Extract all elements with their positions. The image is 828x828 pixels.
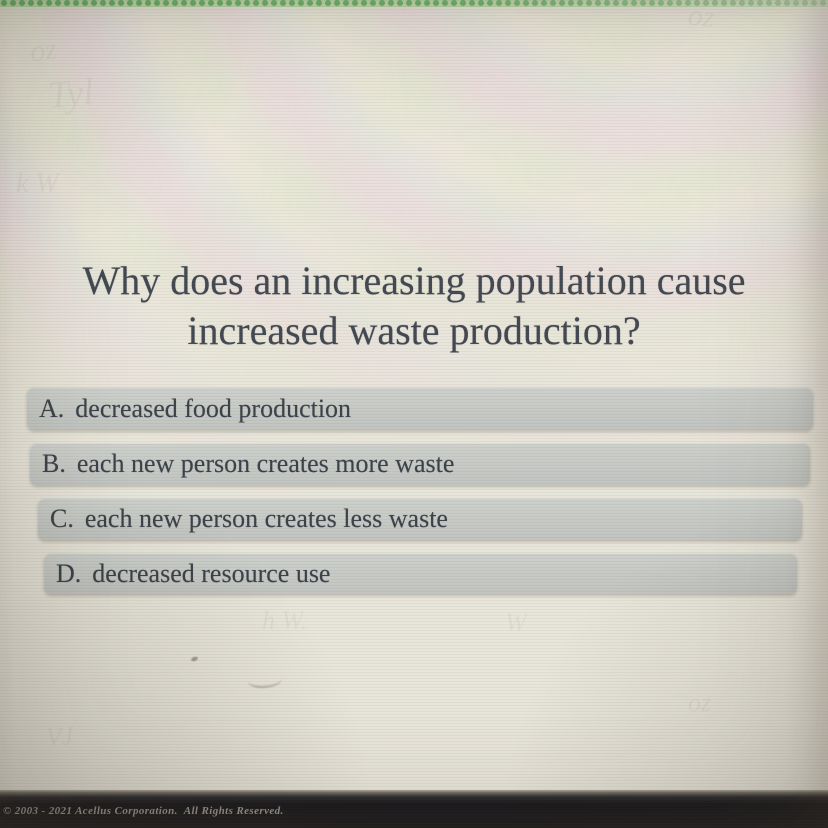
watermark-letters: VJ [44,721,75,752]
watermark-letters: W [505,608,527,637]
option-letter: A. [39,393,65,423]
watermark-letters: Tyl [46,71,96,117]
watermark-letters: oz [27,32,59,69]
watermark-letters: h W. [262,606,308,635]
answer-option-d[interactable]: D. decreased resource use [44,553,797,594]
option-text: decreased food production [75,393,352,423]
green-dotted-border [0,0,828,7]
answer-option-b[interactable]: B. each new person creates more waste [30,443,810,485]
option-letter: D. [56,558,82,588]
footer-bar: © 2003 - 2021 Acellus Corporation. All R… [0,790,828,828]
screen-smudge [190,655,199,663]
watermark-letters: k W [16,168,59,199]
option-text: each new person creates less waste [84,504,448,533]
option-text: each new person creates more waste [76,449,455,478]
answer-option-a[interactable]: A. decreased food production [27,387,813,430]
screen-smudge [248,672,282,688]
question-text: Why does an increasing population cause … [0,256,828,356]
question-line-1: Why does an increasing population cause [82,258,746,303]
option-text: decreased resource use [92,558,331,588]
question-line-2: increased waste production? [187,308,641,353]
copyright-text: © 2003 - 2021 Acellus Corporation. All R… [3,805,284,817]
watermark-letters: oz [688,688,712,717]
option-letter: B. [42,449,66,478]
option-letter: C. [50,504,74,533]
answer-option-c[interactable]: C. each new person creates less waste [38,498,802,540]
